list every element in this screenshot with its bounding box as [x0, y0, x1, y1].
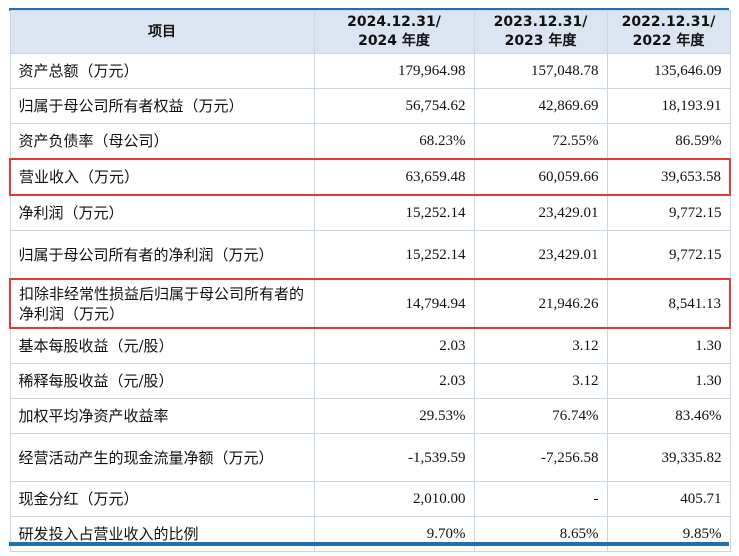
row-label: 营业收入（万元） [9, 158, 315, 196]
value-2023: -7,256.58 [473, 433, 608, 482]
value-2023: 23,429.01 [473, 230, 608, 280]
header-2023-year: 2023 年度 [504, 33, 577, 49]
row-label: 净利润（万元） [9, 194, 315, 231]
row-label: 基本每股收益（元/股） [9, 327, 315, 364]
value-2024: 14,794.94 [313, 278, 475, 329]
value-2024: 9.70% [313, 516, 475, 552]
value-2022: 86.59% [606, 123, 731, 160]
table-row-net-profit: 净利润（万元） 15,252.14 23,429.01 9,772.15 [9, 194, 731, 231]
bottom-rule [9, 542, 729, 546]
value-2024: 2.03 [313, 363, 475, 399]
table-row-revenue-highlighted: 营业收入（万元） 63,659.48 60,059.66 39,653.58 [9, 158, 731, 196]
value-2022: 83.46% [606, 398, 731, 434]
row-label: 扣除非经常性损益后归属于母公司所有者的净利润（万元） [9, 278, 315, 329]
row-label: 研发投入占营业收入的比例 [9, 516, 315, 552]
table-row-parent-equity: 归属于母公司所有者权益（万元） 56,754.62 42,869.69 18,1… [9, 88, 731, 124]
value-2022: 9,772.15 [606, 194, 731, 231]
value-2023: 8.65% [473, 516, 608, 552]
table-row-basic-eps: 基本每股收益（元/股） 2.03 3.12 1.30 [9, 327, 731, 364]
header-2024-date: 2024.12.31/ [347, 14, 441, 30]
top-rule [9, 8, 729, 11]
table-row-cash-dividend: 现金分红（万元） 2,010.00 - 405.71 [9, 481, 731, 517]
value-2023: 76.74% [473, 398, 608, 434]
header-2022: 2022.12.31/ 2022 年度 [606, 10, 731, 54]
header-2023-date: 2023.12.31/ [493, 14, 588, 30]
value-2024: 2.03 [313, 327, 475, 364]
value-2023: 21,946.26 [473, 278, 608, 329]
row-label: 现金分红（万元） [9, 481, 315, 517]
financial-summary-table: 项目 2024.12.31/ 2024 年度 2023.12.31/ 2023 … [9, 10, 731, 552]
value-2023: 3.12 [473, 327, 608, 364]
table-row-operating-cash-flow: 经营活动产生的现金流量净额（万元） -1,539.59 -7,256.58 39… [9, 433, 731, 482]
table-row-roe: 加权平均净资产收益率 29.53% 76.74% 83.46% [9, 398, 731, 434]
row-label: 稀释每股收益（元/股） [9, 363, 315, 399]
header-2024: 2024.12.31/ 2024 年度 [313, 10, 475, 54]
value-2023: 72.55% [473, 123, 608, 160]
table-row-debt-ratio: 资产负债率（母公司） 68.23% 72.55% 86.59% [9, 123, 731, 160]
table-row-total-assets: 资产总额（万元） 179,964.98 157,048.78 135,646.0… [9, 53, 731, 89]
value-2023: - [473, 481, 608, 517]
value-2022: 1.30 [606, 327, 731, 364]
row-label: 资产负债率（母公司） [9, 123, 315, 160]
value-2024: 68.23% [313, 123, 475, 160]
row-label: 加权平均净资产收益率 [9, 398, 315, 434]
value-2022: 135,646.09 [606, 53, 731, 89]
value-2024: -1,539.59 [313, 433, 475, 482]
value-2022: 9,772.15 [606, 230, 731, 280]
value-2024: 2,010.00 [313, 481, 475, 517]
table-row-rd-ratio: 研发投入占营业收入的比例 9.70% 8.65% 9.85% [9, 516, 731, 552]
value-2022: 9.85% [606, 516, 731, 552]
value-2022: 18,193.91 [606, 88, 731, 124]
value-2024: 15,252.14 [313, 230, 475, 280]
value-2023: 3.12 [473, 363, 608, 399]
financial-summary-table-wrapper: 项目 2024.12.31/ 2024 年度 2023.12.31/ 2023 … [9, 10, 731, 552]
value-2022: 405.71 [606, 481, 731, 517]
table-row-adjusted-net-profit-highlighted: 扣除非经常性损益后归属于母公司所有者的净利润（万元） 14,794.94 21,… [9, 278, 731, 329]
value-2023: 42,869.69 [473, 88, 608, 124]
table-row-parent-net-profit: 归属于母公司所有者的净利润（万元） 15,252.14 23,429.01 9,… [9, 230, 731, 280]
value-2023: 60,059.66 [473, 158, 608, 196]
table-row-diluted-eps: 稀释每股收益（元/股） 2.03 3.12 1.30 [9, 363, 731, 399]
header-2022-year: 2022 年度 [632, 33, 705, 49]
value-2024: 179,964.98 [313, 53, 475, 89]
header-2022-date: 2022.12.31/ [621, 14, 716, 30]
value-2022: 39,335.82 [606, 433, 731, 482]
row-label: 经营活动产生的现金流量净额（万元） [9, 433, 315, 482]
value-2024: 56,754.62 [313, 88, 475, 124]
header-2024-year: 2024 年度 [358, 33, 430, 49]
value-2023: 23,429.01 [473, 194, 608, 231]
value-2022: 8,541.13 [606, 278, 731, 329]
value-2024: 29.53% [313, 398, 475, 434]
row-label: 归属于母公司所有者的净利润（万元） [9, 230, 315, 280]
value-2022: 1.30 [606, 363, 731, 399]
value-2024: 63,659.48 [313, 158, 475, 196]
row-label: 资产总额（万元） [9, 53, 315, 89]
row-label: 归属于母公司所有者权益（万元） [9, 88, 315, 124]
value-2023: 157,048.78 [473, 53, 608, 89]
value-2024: 15,252.14 [313, 194, 475, 231]
header-row: 项目 2024.12.31/ 2024 年度 2023.12.31/ 2023 … [9, 10, 731, 54]
header-2023: 2023.12.31/ 2023 年度 [473, 10, 608, 54]
value-2022: 39,653.58 [606, 158, 731, 196]
header-item: 项目 [9, 10, 315, 54]
